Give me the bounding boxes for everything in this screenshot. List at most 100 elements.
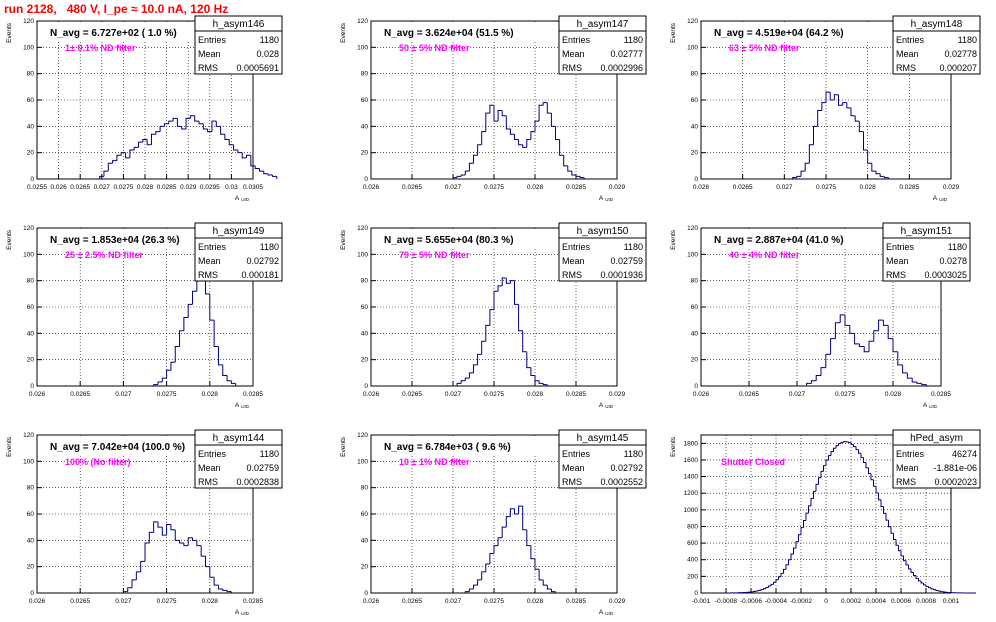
y-tick-label: 60 [27, 304, 35, 311]
histogram-bin [546, 102, 552, 114]
histogram-bin [135, 571, 141, 580]
histogram-bin [792, 177, 797, 179]
title-backdrop [41, 231, 215, 247]
histogram-bin [230, 380, 236, 384]
y-tick-label: 120 [357, 432, 368, 439]
stats-label: Entries [562, 449, 591, 459]
histogram-bin [534, 120, 540, 132]
x-tick-label: 0.028 [202, 391, 219, 398]
histogram-bin [538, 569, 544, 581]
stats-label: Mean [198, 49, 221, 59]
histogram-bin [871, 163, 876, 172]
histogram-bin [176, 118, 182, 127]
histogram-bin [567, 165, 572, 172]
run-title: run 2128, 480 V, I_pe ≈ 10.0 nA, 120 Hz [4, 2, 229, 16]
histogram-bin [174, 529, 180, 541]
histogram-bin [493, 545, 499, 554]
histogram-bin [477, 579, 482, 586]
x-tick-label: 0.029 [609, 598, 626, 605]
histogram-bin [875, 486, 879, 494]
histogram-name: h_asym146 [213, 19, 265, 30]
histogram-bin [155, 131, 161, 135]
histogram-bin [925, 584, 929, 587]
x-tick-label: 0.028 [527, 598, 544, 605]
panel-hPed_asym: -0.001 -0.0008 -0.0006 -0.0004 -0.0002 0 0.000… [670, 429, 981, 605]
x-tick-label: 0.0275 [484, 184, 504, 191]
histogram-bin [254, 165, 260, 169]
histogram-bin [192, 537, 197, 541]
histogram-bin [456, 382, 462, 386]
histogram-name: h_asym151 [901, 226, 953, 237]
histogram-bin [834, 322, 841, 339]
histogram-bin [263, 171, 269, 175]
y-tick-label: 40 [361, 537, 369, 544]
histogram-bin [768, 585, 771, 588]
histogram-bin [833, 94, 839, 100]
histogram-bin [485, 563, 490, 572]
x-tick-label: 0.0285 [243, 598, 263, 605]
stats-label: Mean [896, 463, 919, 473]
histogram-bin [485, 112, 490, 132]
histogram-bin [514, 280, 519, 305]
histogram-bin [460, 174, 466, 177]
y-tick-label: 60 [361, 304, 369, 311]
histogram-bin [793, 547, 796, 555]
histogram-bin [468, 588, 474, 592]
stats-value: 1180 [624, 242, 643, 252]
stats-box: h_asym147 Entries 1180 Mean 0.02777 RMS 0.0002… [558, 15, 647, 75]
histogram-bin [213, 320, 219, 347]
histogram-bin [571, 171, 576, 176]
y-tick-label: 40 [361, 330, 369, 337]
y-tick-label: 1800 [684, 440, 699, 447]
histogram-bin [153, 384, 158, 386]
y-axis-label: Events [340, 229, 347, 250]
y-tick-label: 120 [23, 18, 34, 25]
histogram-bin [538, 104, 544, 122]
histogram-bin [258, 168, 264, 172]
stats-value: 1180 [624, 449, 643, 459]
histogram-bin [883, 176, 889, 179]
histogram-name: h_asym150 [577, 226, 629, 237]
y-axis-label: Events [6, 22, 13, 43]
histogram-bin [898, 545, 901, 552]
histogram-bin [518, 304, 523, 332]
histogram-bin [880, 499, 884, 508]
x-tick-label: 0.029 [609, 391, 626, 398]
stats-value: 1180 [958, 35, 977, 45]
histogram-bin [778, 576, 781, 580]
histogram-bin [790, 553, 794, 560]
histogram-bin [170, 361, 176, 371]
histogram-bin [489, 104, 494, 114]
title-backdrop [705, 24, 879, 40]
x-axis-label: A UID [235, 402, 250, 409]
stats-box-frame [558, 429, 647, 489]
x-axis-label: A UID [599, 402, 614, 409]
histogram-bin [514, 508, 519, 515]
histogram-bin [773, 581, 776, 585]
x-axis-label: A UID [599, 195, 614, 202]
histogram-bin [138, 141, 143, 148]
histogram-bin [202, 123, 208, 130]
filter-annotation: 1± 0.1% ND filter [65, 43, 136, 53]
histogram-bin [99, 175, 104, 179]
y-axis-label: Events [340, 22, 347, 43]
stats-box: h_asym148 Entries 1180 Mean 0.02778 RMS 0.0002… [892, 15, 981, 75]
stats-label: RMS [562, 63, 582, 73]
y-tick-label: 1000 [684, 507, 699, 514]
stats-value: 0.0002023 [934, 477, 977, 487]
y-tick-label: 100 [23, 251, 34, 258]
histogram-bin [873, 479, 876, 487]
histogram-bin [481, 571, 486, 580]
histogram-bin [505, 278, 511, 284]
histogram-bin [763, 588, 766, 590]
stats-box-frame [194, 15, 283, 75]
stats-value: 0.000181 [241, 270, 279, 280]
y-tick-label: 60 [691, 304, 699, 311]
title-backdrop [705, 231, 879, 247]
histogram-bin [893, 533, 896, 540]
title-backdrop [375, 231, 549, 247]
panel-h_asym144: 0.026 0.0265 0.027 0.0275 0.028 0.0285 0 20 40 60… [6, 429, 283, 616]
x-tick-label: 0.028 [885, 391, 902, 398]
y-tick-label: 100 [687, 44, 698, 51]
